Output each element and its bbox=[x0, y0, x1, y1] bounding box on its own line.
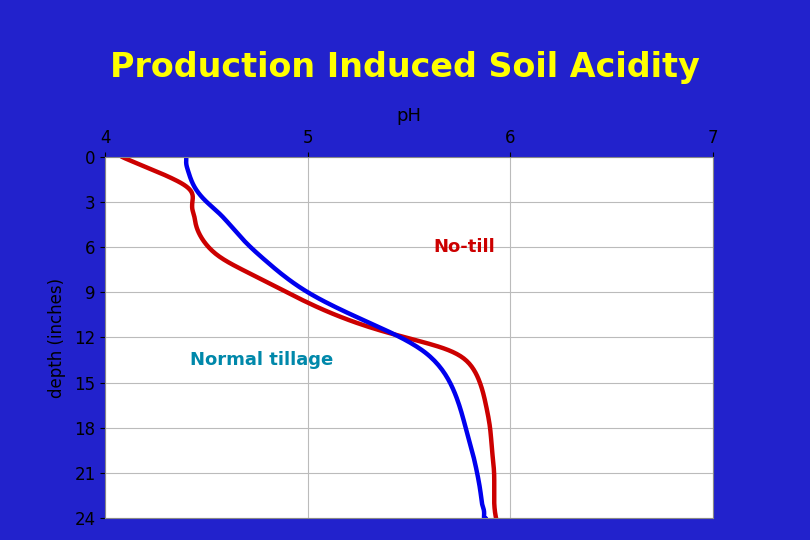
Text: No-till: No-till bbox=[433, 238, 495, 256]
X-axis label: pH: pH bbox=[397, 106, 421, 125]
Y-axis label: depth (inches): depth (inches) bbox=[48, 278, 66, 397]
Text: Production Induced Soil Acidity: Production Induced Soil Acidity bbox=[110, 51, 700, 84]
Text: Normal tillage: Normal tillage bbox=[190, 351, 334, 369]
